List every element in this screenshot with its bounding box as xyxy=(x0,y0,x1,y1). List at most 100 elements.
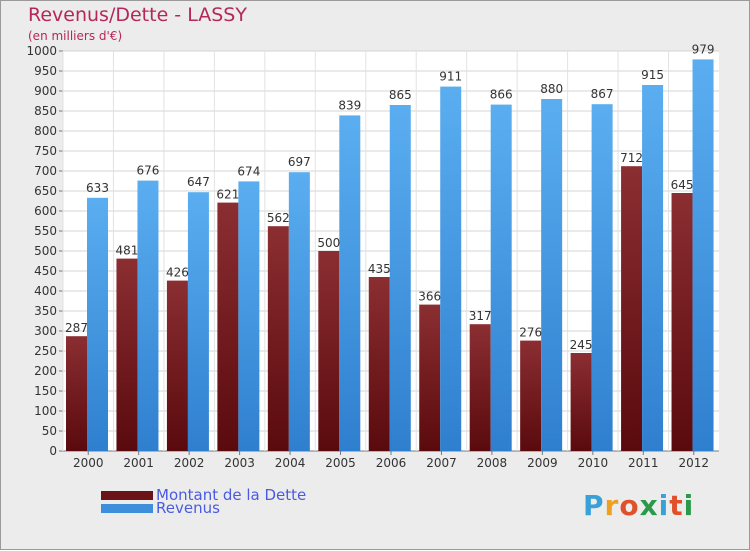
data-label-dette: 276 xyxy=(519,326,542,340)
data-label-revenus: 867 xyxy=(591,87,614,101)
y-tick-label: 800 xyxy=(34,124,57,138)
bar-revenus xyxy=(187,192,209,451)
logo-letter: r xyxy=(604,489,620,522)
logo-letter: o xyxy=(619,489,640,522)
data-label-revenus: 676 xyxy=(137,164,160,178)
legend-swatch-revenus xyxy=(101,504,153,513)
data-label-dette: 500 xyxy=(317,236,340,250)
bar-revenus xyxy=(137,180,159,451)
x-tick-label: 2003 xyxy=(224,456,255,470)
y-tick-label: 500 xyxy=(34,244,57,258)
legend-swatch-dette xyxy=(101,491,153,500)
data-label-revenus: 839 xyxy=(338,98,361,112)
y-tick-label: 850 xyxy=(34,104,57,118)
y-tick-label: 250 xyxy=(34,344,57,358)
data-label-dette: 435 xyxy=(368,262,391,276)
data-label-revenus: 880 xyxy=(540,82,563,96)
bar-dette xyxy=(66,336,87,451)
bar-revenus xyxy=(389,105,411,451)
y-tick-label: 450 xyxy=(34,264,57,278)
data-label-dette: 366 xyxy=(418,290,441,304)
y-tick-label: 200 xyxy=(34,364,57,378)
data-label-revenus: 979 xyxy=(692,42,715,56)
x-tick-label: 2002 xyxy=(174,456,205,470)
legend-label-dette: Montant de la Dette xyxy=(156,486,307,504)
y-tick-label: 950 xyxy=(34,64,57,78)
y-tick-label: 150 xyxy=(34,384,57,398)
x-tick-label: 2001 xyxy=(123,456,154,470)
bar-dette xyxy=(368,277,390,451)
x-tick-label: 2005 xyxy=(325,456,356,470)
logo-letter: x xyxy=(639,489,659,522)
y-tick-label: 750 xyxy=(34,144,57,158)
logo-letter: P xyxy=(583,489,605,522)
y-tick-label: 1000 xyxy=(26,44,57,58)
bar-dette xyxy=(621,166,643,451)
bar-revenus xyxy=(541,99,563,451)
x-tick-label: 2010 xyxy=(578,456,609,470)
data-label-revenus: 866 xyxy=(490,88,513,102)
x-tick-label: 2008 xyxy=(477,456,508,470)
bar-dette xyxy=(116,258,138,451)
y-tick-label: 100 xyxy=(34,404,57,418)
data-label-dette: 426 xyxy=(166,266,189,280)
bar-revenus xyxy=(288,172,310,451)
bar-dette xyxy=(671,193,693,451)
bar-revenus xyxy=(490,104,512,451)
data-label-revenus: 865 xyxy=(389,88,412,102)
data-label-dette: 562 xyxy=(267,211,290,225)
data-label-revenus: 647 xyxy=(187,175,210,189)
bar-revenus xyxy=(692,59,714,452)
bar-revenus xyxy=(591,104,613,451)
y-tick-label: 650 xyxy=(34,184,57,198)
y-tick-label: 900 xyxy=(34,84,57,98)
logo-letter: i xyxy=(683,489,695,522)
bar-dette xyxy=(217,202,239,451)
y-tick-label: 700 xyxy=(34,164,57,178)
x-tick-label: 2009 xyxy=(527,456,558,470)
data-label-dette: 245 xyxy=(570,338,593,352)
bar-dette xyxy=(520,340,542,451)
y-tick-label: 300 xyxy=(34,324,57,338)
bar-dette xyxy=(469,324,491,451)
chart-title: Revenus/Dette - LASSY xyxy=(28,4,247,26)
data-label-dette: 712 xyxy=(620,151,643,165)
legend-label-revenus: Revenus xyxy=(156,499,220,517)
x-tick-label: 2012 xyxy=(678,456,709,470)
bar-revenus xyxy=(87,197,108,451)
data-label-dette: 481 xyxy=(116,244,139,258)
bar-revenus xyxy=(238,181,260,451)
y-tick-label: 50 xyxy=(42,424,57,438)
proxiti-logo: Proxiti xyxy=(583,489,694,522)
y-tick-label: 400 xyxy=(34,284,57,298)
bar-revenus xyxy=(339,115,361,452)
bar-dette xyxy=(267,226,289,451)
bar-dette xyxy=(570,353,592,451)
x-tick-label: 2000 xyxy=(73,456,104,470)
data-label-revenus: 915 xyxy=(641,68,664,82)
x-tick-label: 2011 xyxy=(628,456,659,470)
data-label-revenus: 911 xyxy=(439,70,462,84)
y-tick-label: 550 xyxy=(34,224,57,238)
x-tick-label: 2006 xyxy=(376,456,407,470)
data-label-revenus: 633 xyxy=(86,181,109,195)
bar-dette xyxy=(318,251,340,451)
data-label-dette: 317 xyxy=(469,309,492,323)
logo-letter: t xyxy=(669,489,684,522)
bar-revenus xyxy=(642,85,664,451)
y-tick-label: 350 xyxy=(34,304,57,318)
bar-dette xyxy=(166,280,188,451)
data-label-revenus: 697 xyxy=(288,155,311,169)
y-tick-label: 600 xyxy=(34,204,57,218)
x-tick-label: 2004 xyxy=(275,456,306,470)
bar-dette xyxy=(419,304,441,451)
y-tick-label: 0 xyxy=(49,444,57,458)
data-label-revenus: 674 xyxy=(237,164,260,178)
logo-letter: i xyxy=(658,489,670,522)
bar-revenus xyxy=(440,86,462,451)
chart-subtitle: (en milliers d'€) xyxy=(28,29,123,43)
data-label-dette: 287 xyxy=(65,321,88,335)
x-tick-label: 2007 xyxy=(426,456,457,470)
